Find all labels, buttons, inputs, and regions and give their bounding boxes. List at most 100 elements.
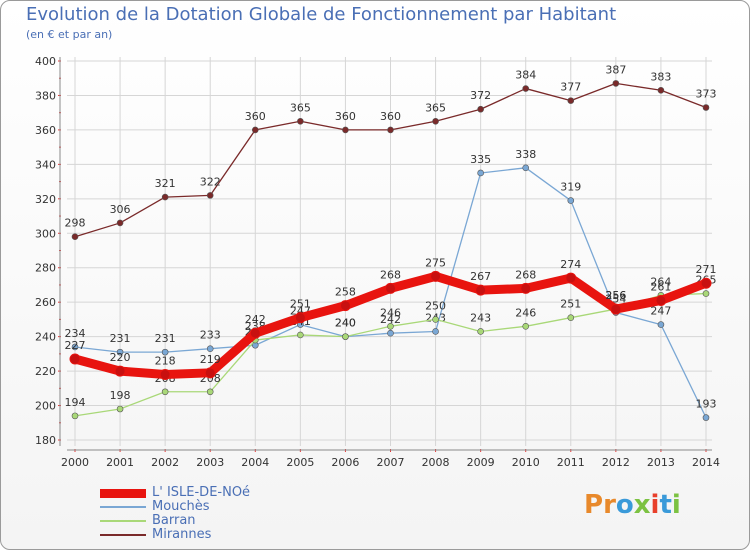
data-point [116,405,124,413]
chart-subtitle: (en € et par an) [26,28,113,41]
data-label: 360 [380,110,401,123]
data-label: 360 [335,110,356,123]
data-label: 256 [605,289,626,302]
data-point [71,233,79,241]
data-label: 274 [560,258,581,271]
data-point [565,272,577,284]
series-3: 298 306 321 322 360 365 360 360 365 372 384 377 387 3… [65,63,717,241]
data-point [251,126,259,134]
data-label: 231 [155,332,176,345]
data-point [657,321,665,328]
legend-label: L' ISLE-DE-NOé [152,485,251,500]
y-tick-label: 280 [35,262,56,275]
y-tick-label: 360 [35,124,56,137]
data-point [342,126,349,134]
data-point [477,169,484,177]
data-point [477,105,484,113]
logo-letter: P [584,490,604,520]
data-point [206,388,214,396]
data-point [520,282,532,294]
data-point [387,126,394,134]
data-point [161,388,169,396]
logo-letter: x [633,490,651,520]
x-tick-label: 2001 [106,456,134,469]
data-point [206,192,214,199]
data-label: 261 [650,280,671,293]
data-label: 387 [605,63,626,76]
y-tick-label: 240 [35,331,56,344]
data-label: 321 [155,177,176,190]
data-point [387,322,394,330]
data-point [71,412,79,420]
data-label: 234 [65,327,86,340]
series-1: 2342312312332352472402422433353383192542… [65,148,717,421]
series-0: 227 220 218 219 242 251 258 268 275 267 268 274 256 2… [65,256,717,381]
data-label: 267 [470,270,491,283]
data-point [702,414,710,421]
data-point [161,193,169,201]
data-label: 322 [200,175,221,188]
proxiti-logo: Proxiti [584,490,681,520]
logo-letter: r [603,490,616,520]
data-label: 383 [650,70,671,83]
data-label: 258 [335,286,356,299]
x-tick-label: 2009 [467,456,495,469]
x-tick-label: 2008 [422,456,450,469]
x-tick-label: 2004 [241,456,269,469]
data-point [522,322,530,330]
x-tick-label: 2006 [331,456,359,469]
data-point [477,328,484,335]
data-label: 220 [110,351,131,364]
data-point [522,85,530,92]
data-point [522,164,530,172]
data-label: 360 [245,110,266,123]
x-tick-label: 2012 [602,456,630,469]
data-label: 306 [110,203,131,216]
data-point [567,197,575,204]
data-point [387,329,394,337]
data-label: 377 [560,81,581,94]
y-tick-label: 260 [35,296,56,309]
data-point [612,80,620,87]
data-label: 231 [110,332,131,345]
legend-swatch [100,506,146,508]
data-point [114,365,126,377]
legend-label: Mouchès [152,499,210,514]
series-2: 1941982082082382412402462502432462512562… [65,274,717,420]
logo-letter: t [659,490,672,520]
y-tick-label: 400 [35,55,56,68]
data-label: 338 [515,148,536,161]
data-point [700,277,712,289]
legend-swatch [100,520,146,522]
data-label: 384 [515,69,536,82]
data-point [385,282,396,294]
data-label: 268 [515,268,536,281]
data-point [567,314,575,321]
data-label: 246 [515,306,536,319]
data-point [204,367,216,379]
y-tick-label: 180 [35,434,56,447]
data-point [342,333,349,340]
legend-label: Mirannes [152,527,212,542]
data-point [432,117,439,125]
data-label: 271 [696,263,717,276]
data-point [294,312,306,324]
x-tick-label: 2005 [286,456,314,469]
plot-area: 180 200 220 240 260 280 300 320 340 360 380 400 2000… [35,55,720,469]
data-point [702,290,710,297]
data-label: 298 [65,217,86,230]
data-label: 250 [425,299,446,312]
data-label: 198 [110,389,131,402]
data-label: 218 [155,355,176,368]
y-tick-label: 320 [35,193,56,206]
data-point [339,300,351,312]
x-tick-label: 2000 [61,456,89,469]
data-label: 365 [425,101,446,114]
data-point [297,117,304,125]
data-label: 251 [560,298,581,311]
data-label: 247 [650,305,671,318]
logo-letter: o [615,490,634,520]
data-label: 233 [200,329,221,342]
